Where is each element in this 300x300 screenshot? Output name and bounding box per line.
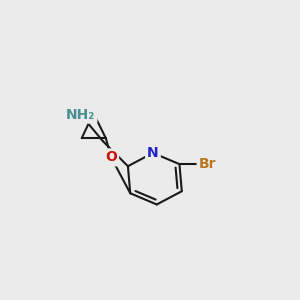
- Text: O: O: [105, 150, 117, 164]
- Text: Br: Br: [199, 157, 216, 171]
- Text: N: N: [147, 146, 159, 160]
- Text: NH₂: NH₂: [66, 108, 95, 122]
